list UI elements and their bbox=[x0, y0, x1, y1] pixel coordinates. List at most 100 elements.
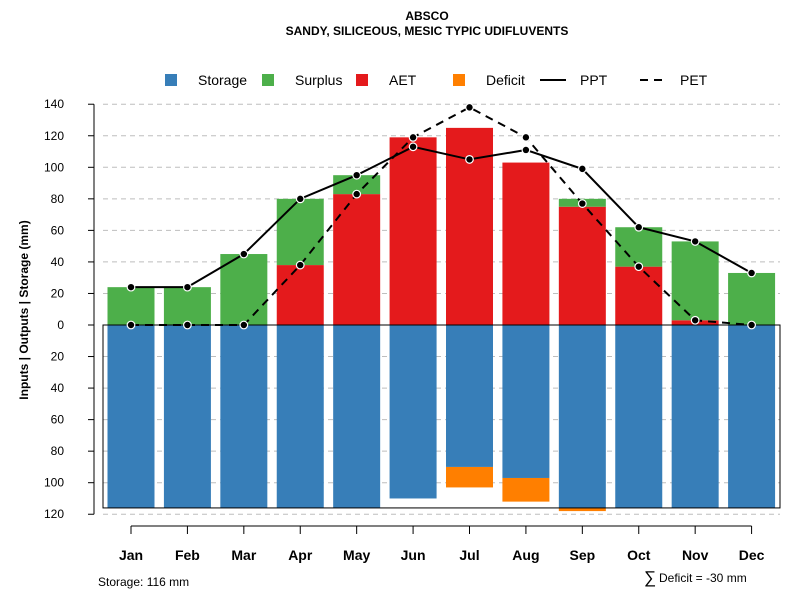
lines-layer bbox=[126, 102, 756, 330]
storage-bar bbox=[276, 325, 324, 508]
x-tick-label: Nov bbox=[682, 547, 709, 563]
storage-note: Storage: 116 mm bbox=[98, 575, 189, 589]
pet-line bbox=[131, 106, 752, 326]
legend-ppt-label: PPT bbox=[580, 72, 608, 88]
x-tick-label: Jul bbox=[459, 547, 479, 563]
legend-surplus-swatch bbox=[262, 74, 274, 86]
pet-point bbox=[690, 315, 700, 325]
x-tick-label: Dec bbox=[739, 547, 765, 563]
legend-pet-label: PET bbox=[680, 72, 708, 88]
storage-bar bbox=[389, 325, 437, 499]
pet-point bbox=[577, 199, 587, 208]
y-tick-label: 20 bbox=[51, 350, 65, 364]
surplus-bar bbox=[220, 254, 268, 325]
chart-subtitle: SANDY, SILICEOUS, MESIC TYPIC UDIFLUVENT… bbox=[286, 24, 569, 38]
ppt-point bbox=[295, 194, 305, 204]
aet-bar bbox=[276, 265, 324, 325]
storage-bar bbox=[615, 325, 663, 508]
storage-bar bbox=[728, 325, 776, 508]
y-tick-label: 20 bbox=[51, 286, 65, 300]
grid-lines bbox=[103, 103, 780, 515]
storage-bar bbox=[333, 325, 381, 508]
pet-point bbox=[465, 102, 474, 112]
legend-storage-swatch bbox=[165, 74, 177, 86]
x-tick-label: Oct bbox=[627, 547, 651, 563]
legend-aet-swatch bbox=[356, 74, 368, 86]
aet-bar bbox=[502, 162, 550, 325]
x-tick-label: May bbox=[343, 547, 370, 563]
bars-layer bbox=[102, 127, 781, 512]
ppt-point bbox=[747, 268, 756, 278]
y-tick-label: 0 bbox=[57, 318, 64, 332]
chart-title: ABSCO bbox=[405, 9, 448, 23]
storage-bar bbox=[220, 325, 268, 508]
ppt-line bbox=[131, 145, 753, 289]
deficit-note: Deficit = -30 mm bbox=[659, 571, 747, 585]
sum-symbol: ∑ bbox=[644, 568, 656, 587]
legend-storage-label: Storage bbox=[198, 72, 247, 88]
storage-bar bbox=[446, 325, 493, 467]
y-tick-label: 80 bbox=[51, 192, 65, 206]
ppt-point bbox=[352, 170, 362, 180]
deficit-bar bbox=[446, 466, 493, 488]
pet-point bbox=[747, 320, 756, 330]
surplus-bar bbox=[276, 198, 324, 266]
storage-bar bbox=[107, 325, 155, 508]
aet-bar bbox=[389, 137, 437, 325]
y-axis: 140 120 100 80 60 40 20 0 20 40 60 80 100 120 bbox=[44, 97, 95, 521]
storage-bar bbox=[558, 325, 606, 508]
pet-point bbox=[126, 320, 136, 330]
ppt-point bbox=[239, 249, 249, 259]
y-tick-label: 60 bbox=[51, 413, 65, 427]
pet-point bbox=[239, 320, 249, 330]
legend-deficit-swatch bbox=[453, 74, 465, 86]
y-tick-label: 100 bbox=[44, 160, 64, 174]
ppt-point bbox=[577, 164, 587, 174]
storage-bar bbox=[671, 325, 719, 508]
ppt-point bbox=[126, 282, 136, 292]
ppt-point bbox=[183, 282, 192, 292]
y-tick-label: 80 bbox=[51, 444, 65, 458]
pet-point bbox=[521, 132, 531, 142]
pet-point bbox=[634, 262, 644, 272]
pet-point bbox=[183, 320, 192, 330]
x-tick-label: Feb bbox=[175, 547, 200, 563]
y-axis-title: Inputs | Outputs | Storage (mm) bbox=[17, 220, 31, 399]
ppt-point bbox=[408, 142, 418, 152]
surplus-bar bbox=[163, 287, 211, 325]
surplus-bar bbox=[107, 287, 155, 325]
y-tick-label: 60 bbox=[51, 223, 65, 237]
surplus-bar bbox=[615, 227, 663, 267]
x-tick-label: Jan bbox=[119, 547, 143, 563]
legend-deficit-label: Deficit bbox=[486, 72, 525, 88]
x-tick-label: Jun bbox=[401, 547, 426, 563]
storage-bar bbox=[502, 325, 550, 478]
pet-point bbox=[408, 132, 418, 142]
storage-bar bbox=[163, 325, 211, 508]
ppt-point bbox=[690, 237, 700, 246]
y-tick-label: 40 bbox=[51, 255, 65, 269]
y-tick-label: 120 bbox=[44, 507, 64, 521]
ppt-point bbox=[465, 155, 474, 164]
y-tick-label: 40 bbox=[51, 381, 65, 395]
aet-bar bbox=[558, 206, 606, 325]
surplus-bar bbox=[728, 272, 776, 325]
ppt-point bbox=[521, 145, 531, 155]
legend: Storage Surplus AET Deficit PPT PET bbox=[165, 72, 708, 88]
storage-frame bbox=[102, 324, 781, 509]
deficit-bar bbox=[558, 507, 606, 512]
ppt-point bbox=[634, 222, 644, 232]
y-tick-label: 120 bbox=[44, 129, 64, 143]
x-axis: Jan Feb Mar Apr May Jun Jul Aug Sep Oct Nov Dec bbox=[119, 525, 765, 563]
surplus-bar bbox=[671, 241, 719, 321]
legend-aet-label: AET bbox=[389, 72, 417, 88]
x-tick-label: Mar bbox=[231, 547, 256, 563]
legend-surplus-label: Surplus bbox=[295, 72, 342, 88]
x-tick-label: Apr bbox=[288, 547, 313, 563]
y-tick-label: 140 bbox=[44, 97, 64, 111]
aet-bar bbox=[333, 194, 381, 325]
x-tick-label: Sep bbox=[569, 547, 595, 563]
aet-bar bbox=[615, 266, 663, 325]
x-tick-label: Aug bbox=[512, 547, 539, 563]
